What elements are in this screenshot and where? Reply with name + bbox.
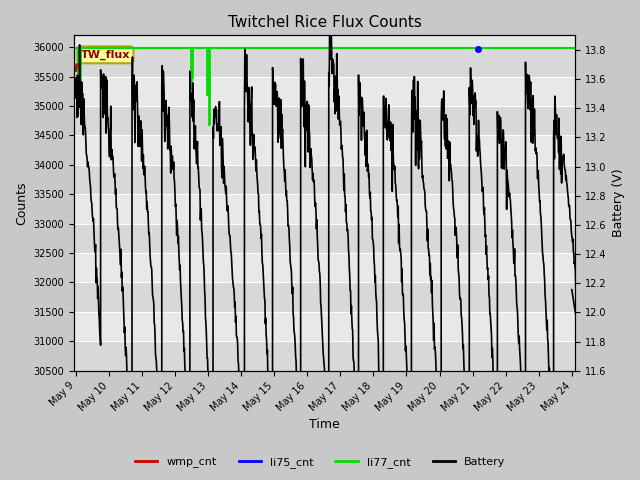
Bar [74, 224, 575, 253]
Bar [74, 253, 575, 282]
Bar [74, 47, 575, 76]
Title: Twitchel Rice Flux Counts: Twitchel Rice Flux Counts [228, 15, 422, 30]
Text: TW_flux: TW_flux [81, 50, 130, 60]
Bar [74, 76, 575, 106]
Y-axis label: Battery (V): Battery (V) [612, 168, 625, 237]
Bar [74, 312, 575, 341]
Bar [74, 282, 575, 312]
Y-axis label: Counts: Counts [15, 181, 28, 225]
Bar [74, 135, 575, 165]
X-axis label: Time: Time [309, 419, 340, 432]
Bar [74, 341, 575, 371]
Bar [74, 194, 575, 224]
Legend: wmp_cnt, li75_cnt, li77_cnt, Battery: wmp_cnt, li75_cnt, li77_cnt, Battery [131, 452, 509, 472]
Bar [74, 106, 575, 135]
Bar [74, 165, 575, 194]
